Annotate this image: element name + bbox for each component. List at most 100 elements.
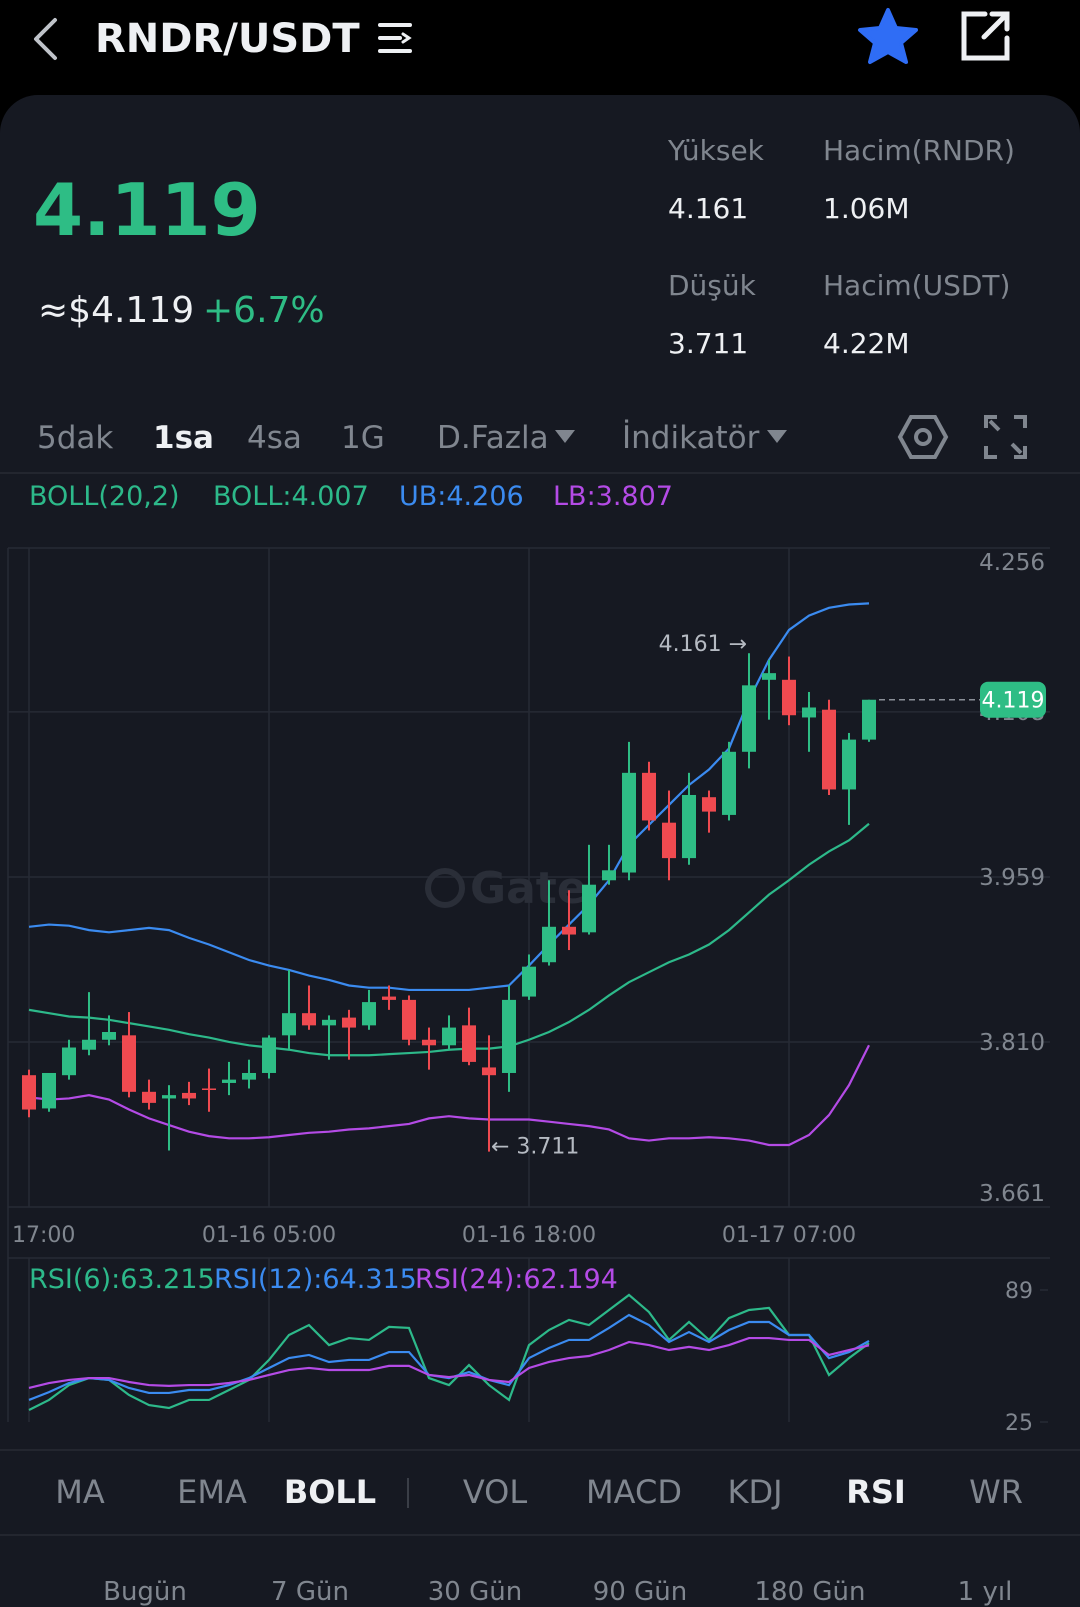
candle-body: [742, 685, 756, 752]
candle-body: [242, 1072, 256, 1080]
back-button[interactable]: [34, 18, 57, 60]
stat-label: Hacim(RNDR): [823, 134, 1015, 167]
range-tab[interactable]: 90 Gün: [593, 1577, 687, 1607]
candle-body: [502, 999, 516, 1073]
indicator-tab[interactable]: EMA: [177, 1473, 247, 1511]
legend-entry: RSI(6):63.215: [29, 1264, 215, 1295]
candle-body: [862, 699, 876, 740]
indicator-tab-active[interactable]: BOLL: [284, 1473, 376, 1511]
candle-body: [62, 1047, 76, 1076]
candle-body: [522, 966, 536, 997]
candle-body: [662, 822, 676, 859]
candle-body: [482, 1067, 496, 1076]
candle-body: [682, 794, 696, 859]
settings-icon[interactable]: [897, 415, 949, 459]
candle-body: [562, 926, 576, 935]
candle-body: [442, 1027, 456, 1046]
stat-value: 1.06M: [823, 192, 910, 225]
y-tick-label: 4.256: [979, 550, 1045, 576]
indicator-tab[interactable]: VOL: [463, 1473, 528, 1511]
watermark-logo: [425, 868, 465, 908]
stat-label: Düşük: [668, 269, 757, 302]
chart-area: 17:00 01-16 05:00 01-16 18:00 01-17 07:00 3.…: [7, 481, 1050, 1436]
last-price-label: 4.119: [982, 689, 1045, 714]
last-price: 4.119: [33, 168, 261, 252]
candle-body: [542, 926, 556, 963]
candle-body: [802, 707, 816, 718]
candle-body: [222, 1079, 236, 1083]
y-tick-label: 89: [1005, 1279, 1033, 1304]
more-intervals[interactable]: D.Fazla: [437, 420, 549, 456]
legend-entry: LB:3.807: [553, 481, 673, 512]
interval-tab[interactable]: 1G: [341, 420, 385, 456]
stat-label: Yüksek: [667, 134, 765, 167]
y-tick-label: 25: [1005, 1411, 1033, 1436]
x-tick-label: 17:00: [12, 1223, 75, 1248]
y-tick-label: 3.959: [979, 865, 1045, 891]
price-change: +6.7%: [203, 290, 325, 331]
dropdown-arrow: [555, 430, 575, 443]
stat-value: 4.22M: [823, 327, 910, 360]
interval-tab[interactable]: 4sa: [247, 420, 302, 456]
stat-value: 3.711: [668, 327, 748, 360]
indicator-tab[interactable]: WR: [969, 1473, 1023, 1511]
candle-body: [422, 1039, 436, 1046]
indicator-tab[interactable]: MACD: [586, 1473, 682, 1511]
candle-body: [402, 999, 416, 1040]
candle-body: [622, 772, 636, 873]
indicator-tab[interactable]: MA: [55, 1473, 105, 1511]
range-tab[interactable]: 180 Gün: [755, 1577, 866, 1607]
y-tick-label: 3.661: [979, 1181, 1045, 1207]
candle-body: [82, 1039, 96, 1050]
candle-body: [302, 1013, 316, 1026]
candle-body: [122, 1035, 136, 1092]
candle-body: [22, 1075, 36, 1110]
high-annotation: 4.161 →: [659, 632, 747, 657]
candle-body: [142, 1091, 156, 1103]
share-icon[interactable]: [961, 11, 1010, 61]
range-tab[interactable]: Bugün: [103, 1577, 187, 1607]
interval-tab[interactable]: 5dak: [37, 420, 113, 456]
candle-body: [322, 1019, 336, 1026]
fullscreen-icon[interactable]: [984, 415, 1027, 459]
candle-body: [42, 1072, 56, 1109]
legend-entry: RSI(24):62.194: [415, 1264, 618, 1295]
legend-entry: BOLL:4.007: [213, 481, 369, 512]
candle-body: [162, 1095, 176, 1099]
indicator-tab-active[interactable]: RSI: [846, 1473, 906, 1511]
rsi-line: [28, 1293, 870, 1412]
candle-body: [182, 1092, 196, 1099]
legend-entry: RSI(12):64.315: [214, 1264, 417, 1295]
range-tab[interactable]: 1 yıl: [958, 1577, 1013, 1607]
stat-value: 4.161: [668, 192, 748, 225]
range-tab[interactable]: 7 Gün: [271, 1577, 349, 1607]
candle-body: [262, 1037, 276, 1073]
favorite-star[interactable]: [858, 8, 918, 64]
candle-body: [382, 996, 396, 1000]
candle-body: [342, 1017, 356, 1028]
x-tick-label: 01-16 18:00: [462, 1223, 596, 1248]
low-annotation: ← 3.711: [491, 1135, 579, 1160]
candle-body: [762, 673, 776, 680]
x-tick-label: 01-16 05:00: [202, 1223, 336, 1248]
fiat-price: ≈$4.119: [38, 290, 194, 331]
indicator-menu[interactable]: İndikatör: [622, 420, 760, 456]
candle-body: [642, 772, 656, 821]
pair-menu-icon[interactable]: [378, 23, 412, 53]
candle-body: [102, 1032, 116, 1040]
candle-body: [362, 1002, 376, 1026]
y-tick-label: 3.810: [979, 1030, 1045, 1056]
interval-tab-active[interactable]: 1sa: [153, 420, 214, 456]
candle-body: [722, 751, 736, 815]
indicator-tab[interactable]: KDJ: [727, 1473, 782, 1511]
candle-body: [462, 1025, 476, 1062]
x-tick-label: 01-17 07:00: [722, 1223, 856, 1248]
range-tab[interactable]: 30 Gün: [428, 1577, 522, 1607]
candle-body: [602, 870, 616, 881]
rsi-line: [28, 1336, 870, 1390]
legend-entry: UB:4.206: [399, 481, 524, 512]
candle-body: [702, 797, 716, 812]
stat-label: Hacim(USDT): [823, 269, 1010, 302]
